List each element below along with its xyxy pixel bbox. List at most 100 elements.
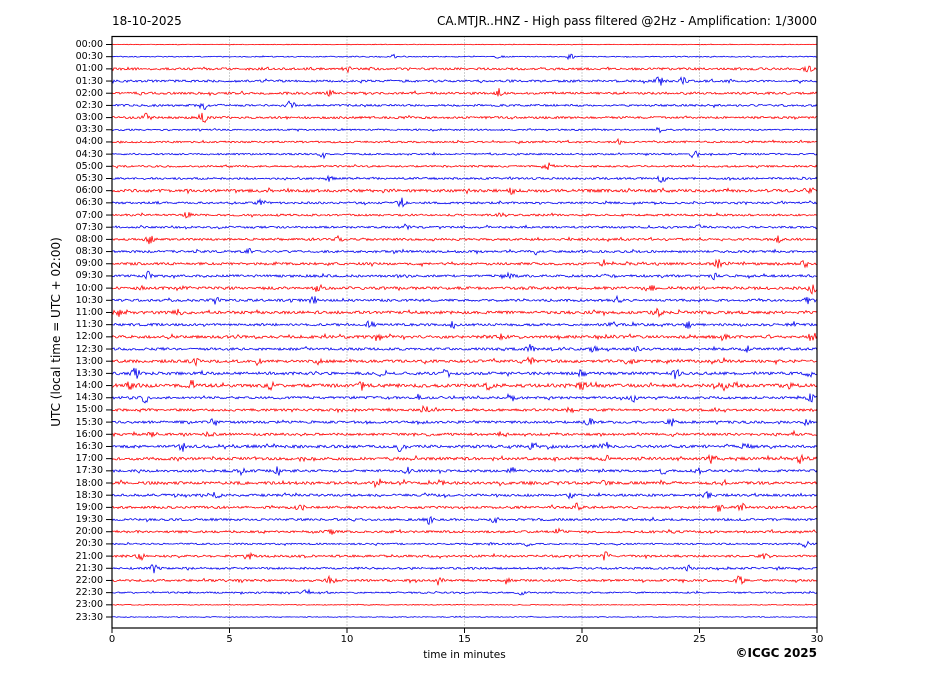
row-time-label: 12:00 — [75, 331, 103, 343]
row-time-label: 09:30 — [75, 270, 103, 282]
seismic-trace — [111, 258, 818, 269]
seismic-trace — [111, 344, 818, 353]
seismic-trace — [111, 112, 818, 124]
row-time-label: 03:00 — [75, 112, 103, 124]
seismic-trace — [111, 283, 818, 295]
seismic-trace — [111, 270, 818, 281]
seismic-trace — [111, 527, 818, 535]
station-title: CA.MTJR..HNZ - High pass filtered @2Hz -… — [437, 14, 817, 28]
seismic-trace — [111, 429, 818, 438]
row-time-label: 15:30 — [75, 416, 103, 428]
row-time-label: 20:00 — [75, 526, 103, 538]
seismic-trace — [111, 490, 818, 500]
row-time-label: 07:30 — [75, 221, 103, 233]
seismic-trace — [111, 320, 818, 330]
row-time-label: 01:30 — [75, 75, 103, 87]
seismic-trace — [111, 356, 818, 367]
x-tick-label: 0 — [108, 634, 116, 645]
seismic-trace — [111, 551, 818, 561]
row-time-label: 07:00 — [75, 209, 103, 221]
x-axis-label: time in minutes — [423, 649, 506, 661]
row-time-label: 22:00 — [75, 574, 103, 586]
row-time-label: 18:00 — [75, 477, 103, 489]
seismic-trace — [111, 197, 818, 208]
seismic-trace — [111, 65, 818, 74]
row-time-label: 12:30 — [75, 343, 103, 355]
row-time-label: 05:00 — [75, 160, 103, 172]
seismic-trace — [111, 502, 818, 512]
seismic-trace — [111, 126, 818, 134]
seismic-trace — [111, 307, 818, 318]
seismic-trace — [111, 53, 818, 61]
copyright-credit: ©ICGC 2025 — [735, 646, 817, 660]
row-time-label: 06:00 — [75, 185, 103, 197]
x-tick-label: 10 — [340, 634, 354, 645]
seismic-trace — [111, 100, 818, 111]
row-time-label: 14:30 — [75, 392, 103, 404]
row-time-label: 20:30 — [75, 538, 103, 550]
row-time-label: 09:00 — [75, 258, 103, 270]
seismic-trace — [111, 367, 818, 380]
row-time-label: 01:00 — [75, 63, 103, 75]
row-time-label: 23:30 — [75, 611, 103, 623]
seismic-trace — [111, 574, 818, 586]
row-time-label: 18:30 — [75, 489, 103, 501]
seismic-trace — [111, 540, 818, 549]
row-time-label: 16:00 — [75, 428, 103, 440]
seismic-trace — [111, 187, 818, 195]
row-time-label: 11:00 — [75, 306, 103, 318]
row-time-label: 08:30 — [75, 246, 103, 258]
row-time-label: 17:30 — [75, 465, 103, 477]
seismic-trace — [111, 393, 818, 404]
row-time-label: 10:30 — [75, 294, 103, 306]
seismic-trace — [111, 515, 818, 526]
seismic-trace — [111, 212, 818, 219]
seismic-trace — [111, 294, 818, 305]
seismic-trace — [111, 478, 818, 489]
row-time-label: 11:30 — [75, 319, 103, 331]
seismic-trace — [111, 234, 818, 245]
row-time-label: 23:00 — [75, 599, 103, 611]
seismic-trace — [111, 404, 818, 414]
row-time-label: 19:00 — [75, 501, 103, 513]
x-tick-label: 30 — [810, 634, 824, 645]
x-tick-label: 25 — [693, 634, 706, 645]
seismic-trace — [111, 223, 818, 231]
seismic-trace — [111, 43, 818, 46]
row-time-label: 22:30 — [75, 587, 103, 599]
seismic-trace — [111, 137, 818, 145]
seismic-trace — [111, 150, 818, 160]
row-time-label: 04:00 — [75, 136, 103, 148]
x-tick-label: 20 — [575, 634, 589, 645]
seismic-trace — [111, 162, 818, 171]
row-time-label: 21:00 — [75, 550, 103, 562]
seismic-trace — [111, 332, 818, 342]
row-time-label: 04:30 — [75, 148, 103, 160]
row-time-label: 02:00 — [75, 87, 103, 99]
seismic-trace — [111, 453, 818, 464]
row-time-label: 06:30 — [75, 197, 103, 209]
seismic-trace — [111, 174, 818, 183]
seismic-trace — [111, 379, 818, 392]
seismic-trace — [111, 466, 818, 477]
seismic-trace — [111, 563, 818, 574]
row-time-label: 10:00 — [75, 282, 103, 294]
seismic-trace — [111, 603, 818, 606]
row-time-label: 13:00 — [75, 355, 103, 367]
row-time-label: 17:00 — [75, 453, 103, 465]
row-time-label: 19:30 — [75, 514, 103, 526]
seismic-trace — [111, 441, 818, 453]
row-time-label: 05:30 — [75, 172, 103, 184]
seismic-trace — [111, 76, 818, 86]
x-tick-label: 15 — [458, 634, 471, 645]
row-time-label: 02:30 — [75, 99, 103, 111]
seismic-trace — [111, 588, 818, 596]
date-title: 18-10-2025 — [112, 14, 182, 28]
seismic-trace — [111, 615, 818, 619]
row-time-label: 03:30 — [75, 124, 103, 136]
row-time-label: 21:30 — [75, 562, 103, 574]
row-time-label: 13:30 — [75, 367, 103, 379]
seismic-trace — [111, 247, 818, 256]
